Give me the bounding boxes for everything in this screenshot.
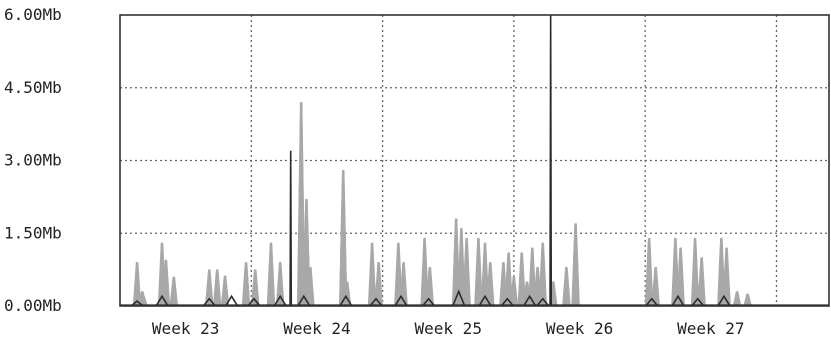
x-axis-ticks: Week 23 Week 24 Week 25 Week 26 Week 27 bbox=[152, 319, 745, 338]
outgoing-spike bbox=[549, 14, 553, 307]
outgoing-series bbox=[120, 14, 829, 307]
x-tick-label: Week 27 bbox=[677, 319, 744, 338]
incoming-spike bbox=[690, 237, 700, 307]
incoming-spike bbox=[743, 293, 752, 307]
outgoing-spike bbox=[717, 294, 731, 307]
incoming-spike bbox=[644, 237, 654, 307]
x-tick-label: Week 23 bbox=[152, 319, 219, 338]
x-tick-label: Week 24 bbox=[283, 319, 350, 338]
x-tick-label: Week 25 bbox=[415, 319, 482, 338]
outgoing-spike bbox=[671, 294, 685, 307]
x-tick-label: Week 26 bbox=[546, 319, 613, 338]
incoming-spike bbox=[169, 276, 179, 307]
incoming-spike bbox=[266, 242, 276, 307]
outgoing-spike bbox=[500, 297, 514, 307]
outgoing-spike bbox=[522, 294, 537, 307]
outgoing-spike bbox=[369, 297, 383, 307]
incoming-spike bbox=[367, 242, 377, 307]
y-tick-label: 0.00Mb bbox=[4, 296, 62, 315]
outgoing-spike bbox=[297, 294, 311, 307]
outgoing-spike bbox=[452, 289, 466, 307]
y-tick-label: 4.50Mb bbox=[4, 78, 62, 97]
outgoing-spike bbox=[394, 294, 408, 307]
outgoing-spike bbox=[247, 297, 261, 307]
y-axis-ticks: 0.00Mb 1.50Mb 3.00Mb 4.50Mb 6.00Mb bbox=[4, 5, 62, 315]
grid-layer bbox=[120, 15, 829, 306]
incoming-spike bbox=[697, 257, 706, 307]
incoming-spike bbox=[538, 242, 548, 307]
outgoing-spike bbox=[536, 297, 550, 307]
outgoing-spike bbox=[645, 297, 659, 307]
incoming-spike bbox=[205, 269, 214, 307]
outgoing-spike bbox=[691, 297, 705, 307]
outgoing-spike bbox=[339, 294, 353, 307]
outgoing-spike bbox=[478, 294, 492, 307]
incoming-spike bbox=[241, 262, 251, 307]
plot-frame bbox=[119, 14, 830, 307]
y-tick-label: 6.00Mb bbox=[4, 5, 62, 24]
incoming-series bbox=[132, 102, 752, 307]
outgoing-spike bbox=[224, 294, 239, 307]
incoming-spike bbox=[212, 269, 222, 307]
outgoing-spike bbox=[130, 300, 144, 307]
outgoing-spike bbox=[289, 150, 293, 307]
incoming-spike bbox=[571, 223, 580, 307]
outgoing-spike bbox=[155, 294, 169, 307]
y-tick-label: 3.00Mb bbox=[4, 151, 62, 170]
outgoing-spike bbox=[273, 294, 287, 307]
incoming-spike bbox=[732, 291, 742, 307]
outgoing-spike bbox=[421, 297, 436, 307]
incoming-spike bbox=[562, 266, 571, 307]
outgoing-spike bbox=[202, 297, 216, 307]
y-tick-label: 1.50Mb bbox=[4, 223, 62, 242]
